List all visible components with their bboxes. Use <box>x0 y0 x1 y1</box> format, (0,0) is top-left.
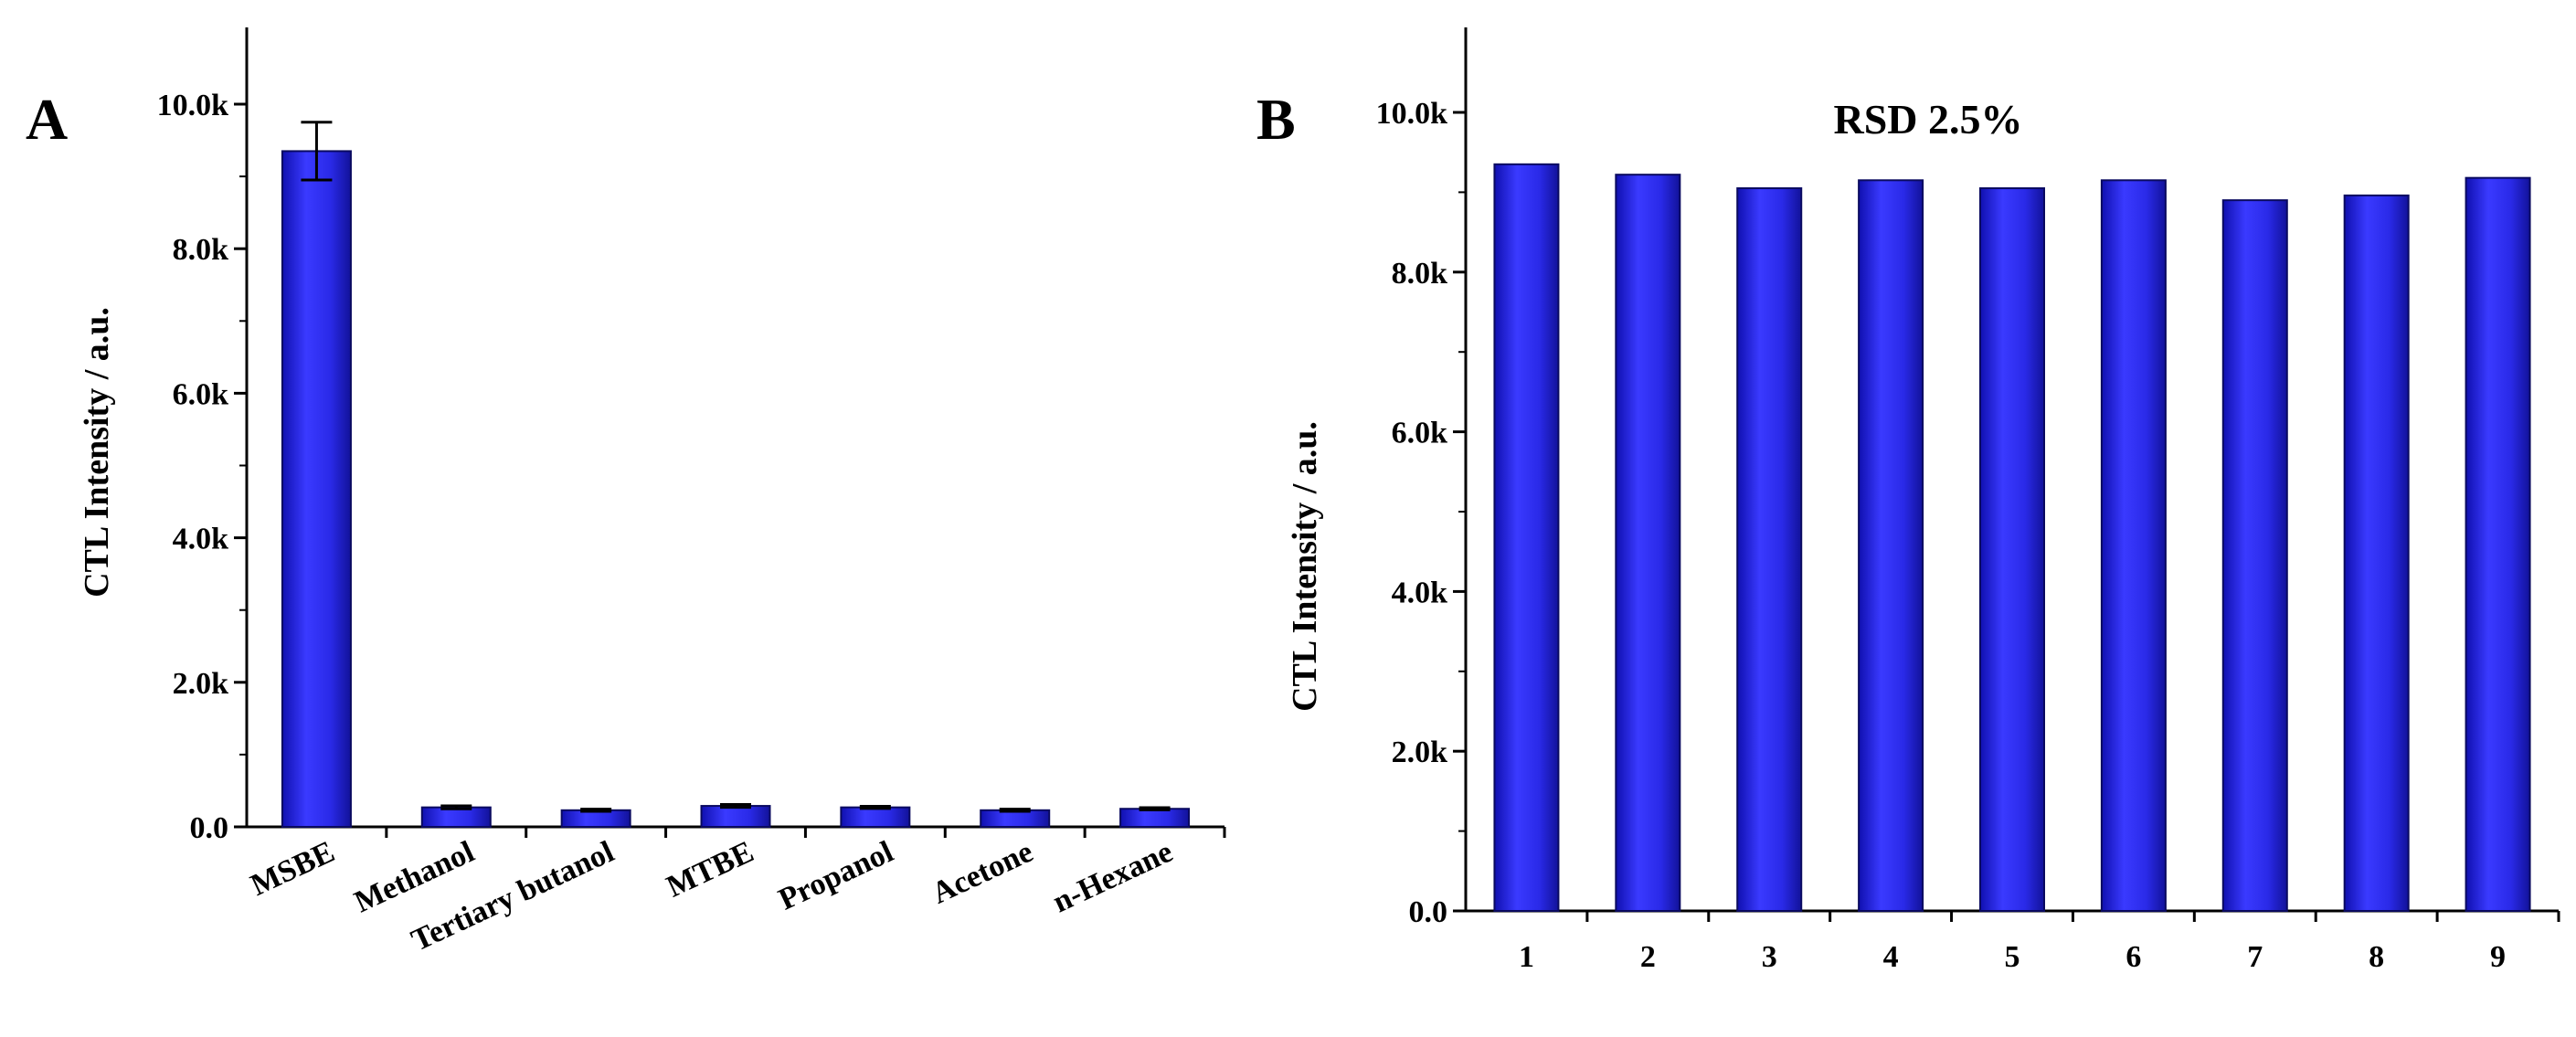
y-tick-label: 0.0 <box>1409 895 1448 929</box>
y-tick-label: 0.0 <box>190 811 229 845</box>
y-tick-label: 10.0k <box>1376 97 1448 131</box>
x-category-label: MSBE <box>246 835 340 903</box>
x-category-label: 8 <box>2369 940 2384 974</box>
bar <box>2343 194 2410 912</box>
x-category-label: 1 <box>1519 940 1534 974</box>
bar <box>420 806 492 829</box>
bar <box>840 806 911 829</box>
y-tick-label: 4.0k <box>1392 576 1448 609</box>
x-category-label: Acetone <box>927 835 1038 911</box>
x-category-label: 2 <box>1640 940 1656 974</box>
bar <box>2465 176 2531 912</box>
bar <box>700 805 771 828</box>
bar <box>1979 187 2045 912</box>
x-category-label: 7 <box>2247 940 2263 974</box>
bar <box>1493 163 1560 912</box>
panel-b-y-axis-title: CTL Intensity / a.u. <box>1286 421 1324 712</box>
panel-b-chart: B RSD 2.5% CTL Intensity / a.u. 0.0 2.0k 4… <box>1256 27 2560 974</box>
y-tick-label: 8.0k <box>173 233 229 267</box>
bar <box>281 150 352 829</box>
bar <box>560 809 631 829</box>
y-tick-label: 6.0k <box>173 377 229 411</box>
bar <box>980 809 1051 829</box>
x-category-label: 3 <box>1762 940 1777 974</box>
panel-a-letter: A <box>26 87 68 152</box>
y-tick-label: 4.0k <box>173 523 229 556</box>
panel-a-y-axis-title: CTL Intensity / a.u. <box>78 307 116 598</box>
panel-b-rsd-annotation: RSD 2.5% <box>1833 96 2022 143</box>
y-tick-label: 8.0k <box>1392 257 1448 291</box>
panel-b-ticks: 0.0 2.0k 4.0k 6.0k 8.0k 10.0k <box>1376 97 2560 929</box>
x-category-label: Propanol <box>774 835 899 917</box>
bar <box>1615 174 1681 912</box>
y-tick-label: 2.0k <box>173 667 229 701</box>
bar <box>2221 199 2288 912</box>
bar <box>2100 179 2167 913</box>
y-tick-label: 6.0k <box>1392 417 1448 450</box>
x-category-label: 9 <box>2490 940 2506 974</box>
panel-b-bars <box>1493 163 2531 913</box>
bar <box>1119 808 1191 828</box>
panel-b-letter: B <box>1256 87 1296 152</box>
bar <box>1736 187 1803 912</box>
panel-a-chart: A CTL Intensity / a.u. 0.0 2.0k 4.0k 6.0k 8.… <box>26 27 1226 958</box>
x-category-label: 4 <box>1883 940 1899 974</box>
panel-b-category-labels: 1 2 3 4 5 6 7 8 9 <box>1519 940 2506 974</box>
panel-a-ticks: 0.0 2.0k 4.0k 6.0k 8.0k 10.0k <box>157 89 1226 845</box>
x-category-label: 5 <box>2005 940 2020 974</box>
x-category-label: n-Hexane <box>1048 835 1178 920</box>
panel-a-bars <box>281 121 1191 829</box>
y-tick-label: 2.0k <box>1392 735 1448 769</box>
x-category-label: MTBE <box>662 835 758 905</box>
y-tick-label: 10.0k <box>157 89 229 122</box>
bar <box>1858 179 1924 913</box>
x-category-label: 6 <box>2125 940 2141 974</box>
